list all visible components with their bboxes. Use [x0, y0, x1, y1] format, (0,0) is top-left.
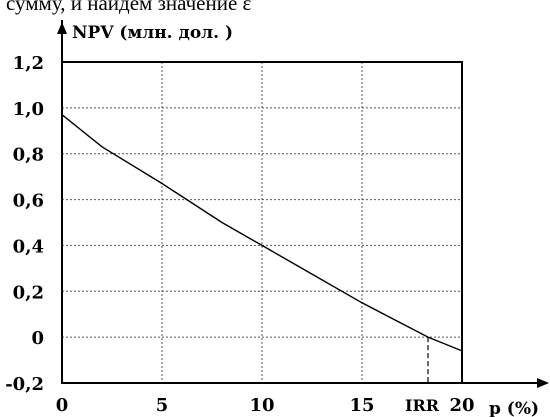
y-tick-label: 0,2: [13, 282, 44, 303]
irr-label: IRR: [405, 396, 440, 415]
y-axis-arrow: [57, 22, 67, 34]
vertical-grid-lines: [161, 62, 363, 383]
y-tick-label: 1,2: [13, 53, 44, 74]
x-tick-labels: 0 5 10 15 20: [56, 395, 475, 416]
y-tick-label: 1,0: [13, 99, 44, 120]
axes: [57, 20, 549, 388]
partial-header-text: сумму, и найдем значение ε: [0, 0, 550, 20]
x-axis-arrow: [537, 378, 549, 388]
y-tick-label: 0,4: [13, 236, 44, 257]
x-tick-label: 10: [249, 395, 274, 416]
y-tick-labels: 1,2 1,0 0,8 0,6 0,4 0,2 0 -0,2: [5, 53, 44, 395]
y-tick-label: 0: [31, 328, 44, 349]
x-tick-label: 15: [349, 395, 374, 416]
series-line-0: [61, 114, 463, 352]
y-tick-label: 0,8: [13, 145, 44, 166]
x-tick-label: 20: [449, 395, 474, 416]
x-tick-label: 0: [56, 395, 69, 416]
annotations: IRR: [405, 337, 440, 415]
series-group: [61, 114, 463, 352]
y-axis-title: NPV (млн. дол. ): [72, 23, 233, 43]
x-axis-title: p (%): [489, 399, 539, 417]
x-tick-label: 5: [156, 395, 169, 416]
header-text: сумму, и найдем значение ε: [6, 0, 252, 15]
y-tick-label: 0,6: [13, 191, 44, 212]
y-tick-label: -0,2: [5, 374, 44, 395]
